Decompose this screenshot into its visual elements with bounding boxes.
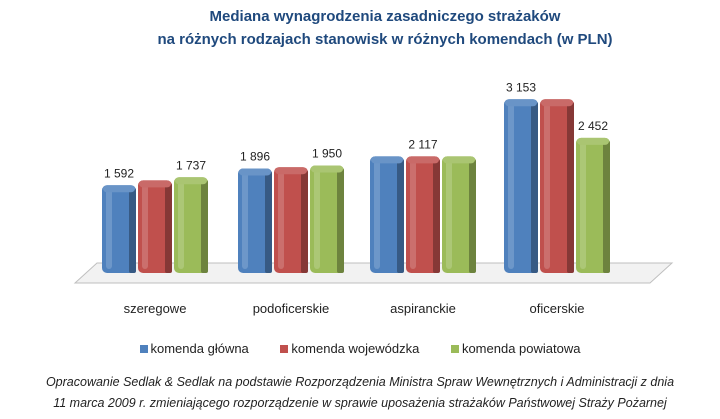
bar-top: [311, 165, 343, 173]
bar-top: [103, 185, 135, 193]
bar-top: [371, 156, 403, 164]
bar-side: [201, 180, 208, 273]
bar-side: [469, 159, 476, 273]
bar-side: [301, 170, 308, 273]
legend-label: komenda powiatowa: [461, 341, 581, 356]
bar-highlight: [508, 103, 514, 269]
category-label: szeregowe: [124, 301, 187, 316]
legend-label: komenda wojewódzka: [291, 341, 420, 356]
chart-title-line-2: na różnych rodzajach stanowisk w różnych…: [157, 31, 613, 48]
bar-side: [433, 159, 440, 273]
bar-top: [239, 168, 271, 176]
legend-swatch-green: [450, 345, 459, 353]
bar-highlight: [374, 160, 380, 269]
category-label: aspiranckie: [390, 301, 456, 316]
data-label: 1 737: [176, 158, 206, 172]
bar-top: [443, 156, 475, 164]
source-footnote: Opracowanie Sedlak & Sedlak na podstawie…: [0, 372, 720, 414]
legend-swatch-blue: [139, 345, 148, 353]
data-label: 1 896: [240, 150, 270, 164]
footnote-line-2: 11 marca 2009 r. zmieniającego rozporząd…: [53, 396, 667, 410]
bar-side: [567, 102, 574, 273]
bar-top: [175, 177, 207, 185]
bar-side: [337, 168, 344, 273]
bar-highlight: [446, 160, 452, 269]
legend: komenda główna komenda wojewódzka komend…: [0, 341, 720, 356]
legend-item-komenda-powiatowa: komenda powiatowa: [450, 341, 581, 356]
bar-side: [397, 159, 404, 273]
bar-highlight: [178, 181, 184, 269]
legend-label: komenda główna: [150, 341, 249, 356]
category-label: podoficerskie: [253, 301, 330, 316]
bar-highlight: [314, 169, 320, 269]
legend-item-komenda-wojewodzka: komenda wojewódzka: [280, 341, 419, 356]
bar-top: [275, 167, 307, 175]
bar-side: [129, 188, 136, 273]
data-label: 2 452: [578, 119, 608, 133]
bar-side: [265, 171, 272, 273]
bar-highlight: [106, 189, 112, 269]
footnote-line-1: Opracowanie Sedlak & Sedlak na podstawie…: [45, 375, 675, 389]
bar-side: [603, 140, 610, 273]
bar-highlight: [580, 141, 586, 269]
bar-highlight: [410, 160, 416, 269]
bar-top: [541, 99, 573, 107]
category-label: oficerskie: [530, 301, 585, 316]
data-label: 2 117: [408, 137, 437, 151]
chart-title-line-1: Mediana wynagrodzenia zasadniczego straż…: [209, 8, 561, 25]
legend-swatch-red: [280, 345, 289, 353]
chart-title: Mediana wynagrodzenia zasadniczego straż…: [0, 5, 720, 51]
data-label: 1 950: [312, 147, 342, 161]
data-label: 3 153: [506, 80, 536, 94]
bar-side: [531, 102, 538, 273]
data-label: 1 592: [104, 166, 134, 180]
bar-side: [165, 183, 172, 273]
bar-highlight: [242, 172, 248, 269]
bar-top: [139, 180, 171, 188]
bar-highlight: [544, 103, 550, 269]
bar-highlight: [278, 171, 284, 269]
legend-item-komenda-glowna: komenda główna: [139, 341, 249, 356]
bar-top: [407, 156, 439, 164]
bar-top: [505, 99, 537, 107]
bar-top: [577, 137, 609, 145]
bar-highlight: [142, 184, 148, 269]
bar-chart: szeregowe 1 592 1 737 podoficerskie 1 896 1 9…: [73, 80, 674, 316]
